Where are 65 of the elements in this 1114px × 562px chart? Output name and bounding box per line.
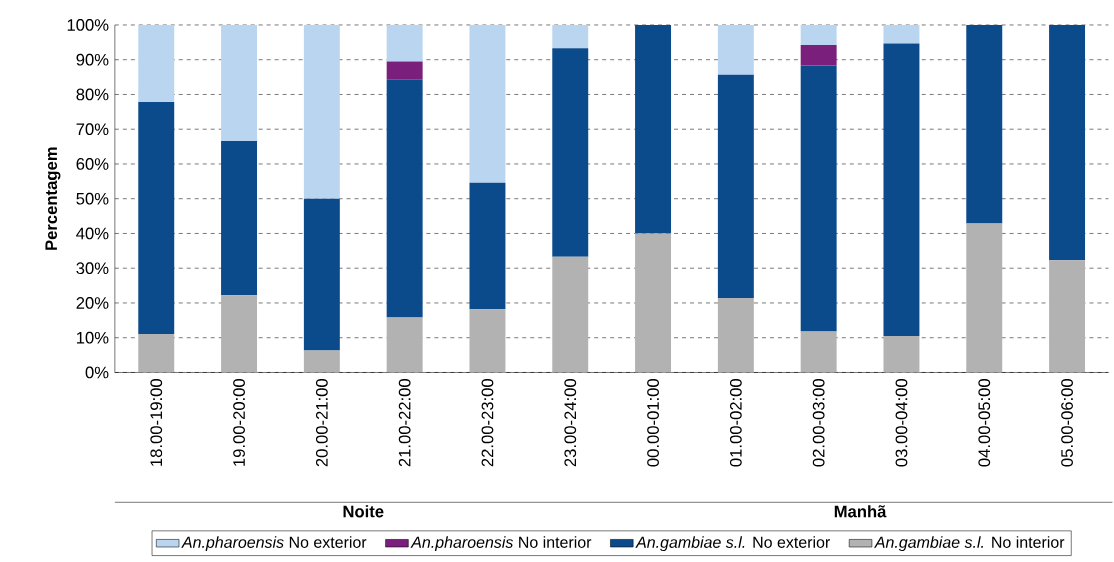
bar: [635, 233, 672, 373]
x-tick-label: 04.00-05:00: [978, 378, 991, 467]
x-tick-label: 21.00-22:00: [398, 378, 411, 467]
y-tick-label: 10%: [77, 331, 109, 344]
bar: [635, 24, 672, 234]
bar: [800, 45, 837, 66]
bar: [221, 295, 258, 373]
y-tick-label: 90%: [76, 53, 109, 66]
bar: [138, 24, 175, 103]
bar: [469, 182, 506, 310]
bar: [1049, 24, 1086, 261]
bar: [552, 48, 589, 257]
bar: [552, 24, 589, 49]
x-tick-label: 23.00-24:00: [564, 378, 577, 467]
bar: [303, 24, 340, 199]
x-tick-label: 19.00-20:00: [233, 378, 245, 466]
bar: [883, 335, 920, 373]
bar: [138, 102, 175, 334]
bar: [966, 223, 1003, 373]
x-tick-label: 05.00-06:00: [1061, 378, 1073, 467]
bar: [138, 333, 175, 373]
bar: [552, 256, 589, 373]
bar: [386, 61, 423, 80]
x-tick-label: 03.00-04:00: [895, 378, 908, 467]
bar: [717, 24, 754, 75]
bar: [221, 140, 258, 296]
y-tick-label: 60%: [76, 157, 109, 170]
x-tick-label: 01.00-02:00: [729, 378, 742, 467]
text: Noite: [343, 505, 384, 518]
y-tick-label: 30%: [76, 262, 109, 275]
bar: [800, 331, 837, 373]
text: Manhã: [834, 505, 887, 518]
legend-label: An.gambiae s.l. No exterior: [635, 536, 830, 551]
bar: [966, 24, 1003, 224]
bar: [386, 24, 423, 62]
legend-label: An.gambiae s.l. No interior: [874, 536, 1065, 551]
bar: [386, 317, 423, 373]
bar: [717, 74, 754, 299]
bar: [469, 309, 506, 373]
bar: [303, 198, 340, 351]
bar: [883, 24, 920, 44]
y-tick-label: 0%: [85, 366, 109, 379]
y-tick-label: 50%: [76, 192, 109, 205]
x-tick-label: 02.00-03:00: [812, 378, 825, 467]
x-tick-label: 20.00-21:00: [315, 378, 328, 467]
bar: [883, 43, 920, 336]
bar: [386, 79, 423, 318]
x-tick-label: 00.00-01:00: [647, 378, 659, 467]
bar: [221, 24, 258, 141]
legend-label: An.pharoensis No exterior: [181, 536, 367, 551]
y-tick-label: 100%: [67, 18, 109, 31]
bar: [800, 65, 837, 332]
x-tick-label: 18.00-19:00: [150, 378, 163, 466]
y-axis-title: Percentagem: [45, 147, 61, 250]
y-tick-label: 40%: [76, 227, 109, 240]
y-tick-label: 20%: [76, 296, 109, 309]
bar: [800, 24, 837, 46]
y-tick-label: 80%: [76, 88, 109, 101]
bar: [469, 24, 506, 183]
y-tick-label: 70%: [76, 123, 109, 136]
legend-label: An.pharoensis No interior: [410, 536, 592, 551]
x-tick-label: 22.00-23:00: [481, 378, 494, 467]
bar: [717, 298, 754, 373]
bar: [303, 350, 340, 373]
bar: [1049, 260, 1086, 373]
